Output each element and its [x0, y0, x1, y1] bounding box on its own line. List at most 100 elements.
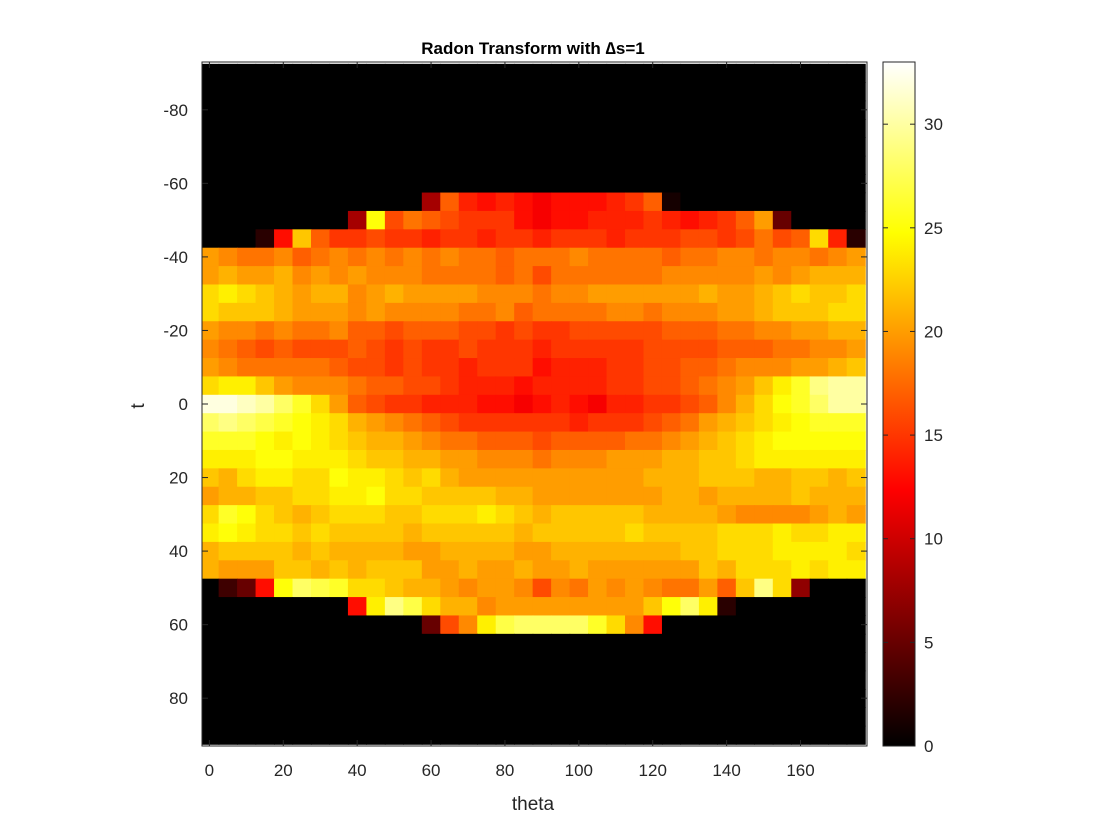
heatmap-cell	[698, 119, 718, 138]
heatmap-cell	[347, 652, 368, 672]
heatmap-cell	[717, 137, 737, 157]
heatmap-cell	[237, 560, 257, 580]
colorbar-tick-label: 10	[924, 530, 943, 549]
heatmap-cell	[606, 431, 626, 451]
heatmap-cell	[532, 560, 552, 580]
heatmap-cell	[477, 615, 497, 635]
heatmap-cell	[643, 689, 663, 708]
heatmap-cell	[643, 615, 663, 635]
heatmap-cell	[366, 210, 386, 230]
heatmap-cell	[292, 707, 312, 727]
heatmap-cell	[661, 229, 682, 249]
heatmap-cell	[310, 174, 331, 194]
heatmap-cell	[698, 394, 718, 414]
heatmap-cell	[384, 82, 404, 102]
colorbar-tick-label: 0	[924, 737, 933, 756]
heatmap-cell	[366, 247, 386, 267]
y-tick-label: -80	[163, 101, 188, 120]
heatmap-cell	[809, 376, 829, 396]
heatmap-cell	[347, 137, 368, 157]
heatmap-cell	[495, 358, 515, 378]
heatmap-cell	[698, 541, 718, 561]
heatmap-cell	[310, 192, 331, 212]
heatmap-cell	[828, 82, 848, 102]
heatmap-cell	[569, 431, 589, 451]
heatmap-cell	[588, 119, 608, 138]
heatmap-cell	[202, 247, 220, 267]
heatmap-cell	[606, 174, 626, 194]
heatmap-cell	[735, 210, 755, 230]
heatmap-cell	[403, 210, 423, 230]
heatmap-cell	[458, 100, 478, 120]
heatmap-cell	[606, 486, 626, 506]
heatmap-cell	[218, 137, 238, 157]
heatmap-cell	[754, 119, 774, 138]
heatmap-cell	[477, 284, 497, 304]
heatmap-cell	[237, 578, 257, 598]
heatmap-cell	[310, 449, 331, 469]
heatmap-cell	[366, 615, 386, 635]
heatmap-cell	[791, 689, 811, 708]
heatmap-cell	[237, 192, 257, 212]
chart-title: Radon Transform with ∆s=1	[421, 39, 644, 58]
heatmap-cell	[532, 431, 552, 451]
heatmap-cell	[329, 449, 349, 469]
heatmap-cell	[735, 192, 755, 212]
heatmap-cell	[532, 707, 552, 727]
heatmap-cell	[569, 119, 589, 138]
heatmap-cell	[255, 266, 275, 286]
heatmap-cell	[237, 431, 257, 451]
heatmap-cell	[828, 155, 848, 175]
x-axis-ticks: 0 20 40 60 80 100 120 140 160	[205, 62, 815, 780]
heatmap-cell	[606, 413, 626, 433]
heatmap-cell	[680, 284, 700, 304]
heatmap-cell	[551, 652, 571, 672]
heatmap-cell	[329, 670, 349, 690]
heatmap-cell	[754, 155, 774, 175]
heatmap-cell	[440, 119, 460, 138]
heatmap-cell	[237, 358, 257, 378]
heatmap-cell	[237, 633, 257, 653]
heatmap-cell	[772, 174, 792, 194]
heatmap-cell	[403, 652, 423, 672]
heatmap-cell	[310, 413, 331, 433]
heatmap-cell	[717, 431, 737, 451]
heatmap-cell	[218, 597, 238, 617]
heatmap-cell	[495, 63, 515, 83]
heatmap-cell	[237, 247, 257, 267]
heatmap-cell	[772, 63, 792, 83]
heatmap-cell	[495, 541, 515, 561]
heatmap-cell	[440, 670, 460, 690]
heatmap-cell	[458, 302, 478, 322]
heatmap-cell	[440, 63, 460, 83]
heatmap-cell	[403, 247, 423, 267]
heatmap-cell	[809, 229, 829, 249]
heatmap-cell	[791, 284, 811, 304]
heatmap-cell	[403, 541, 423, 561]
heatmap-cell	[809, 725, 829, 745]
heatmap-cell	[754, 63, 774, 83]
heatmap-cell	[292, 192, 312, 212]
heatmap-cell	[661, 137, 682, 157]
heatmap-cell	[366, 652, 386, 672]
heatmap-cell	[735, 413, 755, 433]
heatmap-cell	[421, 431, 441, 451]
heatmap-cell	[292, 468, 312, 488]
heatmap-cell	[791, 119, 811, 138]
heatmap-cell	[698, 486, 718, 506]
heatmap-cell	[661, 376, 682, 396]
heatmap-cell	[661, 358, 682, 378]
heatmap-cell	[255, 376, 275, 396]
heatmap-cell	[403, 119, 423, 138]
heatmap-cell	[347, 670, 368, 690]
heatmap-cell	[532, 689, 552, 708]
heatmap-cell	[606, 247, 626, 267]
heatmap-cell	[772, 597, 792, 617]
heatmap-cell	[440, 376, 460, 396]
y-tick-label: 80	[169, 689, 188, 708]
heatmap-cell	[661, 284, 682, 304]
heatmap-cell	[532, 155, 552, 175]
heatmap-cell	[237, 321, 257, 341]
heatmap-cell	[440, 707, 460, 727]
heatmap-cell	[202, 174, 220, 194]
